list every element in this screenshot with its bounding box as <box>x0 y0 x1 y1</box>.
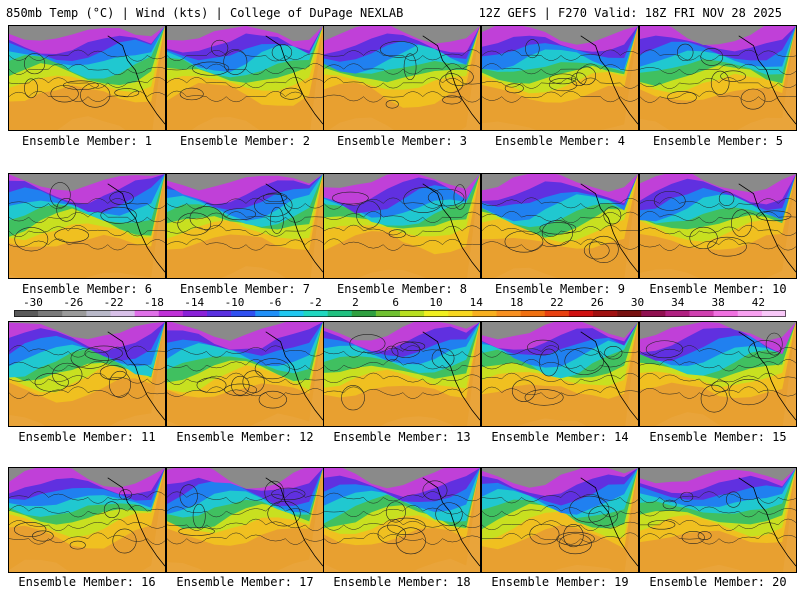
ensemble-member-label: Ensemble Member: 6 <box>21 282 153 296</box>
ensemble-member-map <box>481 25 639 131</box>
ensemble-member-map <box>323 467 481 573</box>
colorbar-tick-label: 18 <box>509 296 524 309</box>
header-title: 850mb Temp (°C) | Wind (kts) | College o… <box>6 6 404 20</box>
colorbar-swatch <box>448 310 473 317</box>
ensemble-member-label: Ensemble Member: 4 <box>494 134 626 148</box>
colorbar-swatch <box>689 310 714 317</box>
ensemble-member-map <box>481 467 639 573</box>
ensemble-member-label: Ensemble Member: 13 <box>333 430 471 444</box>
ensemble-member-label: Ensemble Member: 16 <box>18 575 156 589</box>
ensemble-member-label: Ensemble Member: 1 <box>21 134 153 148</box>
colorbar-tick-label: 34 <box>671 296 685 309</box>
colorbar-swatch <box>231 310 256 317</box>
colorbar-tick-label: -6 <box>268 296 282 309</box>
header-run-info: 12Z GEFS | F270 Valid: 18Z FRI NOV 28 20… <box>478 6 782 20</box>
colorbar-swatch <box>182 310 208 317</box>
colorbar-tick-label: -26 <box>63 296 84 309</box>
colorbar-swatch <box>38 310 63 317</box>
colorbar-swatch <box>207 310 232 317</box>
colorbar-swatch <box>641 310 666 317</box>
ensemble-member-label: Ensemble Member: 14 <box>491 430 629 444</box>
colorbar-swatch <box>327 310 353 317</box>
ensemble-member-map <box>166 173 324 279</box>
ensemble-member-map <box>8 467 166 573</box>
colorbar-swatch <box>158 310 184 317</box>
ensemble-member-map <box>8 321 166 427</box>
ensemble-member-label: Ensemble Member: 17 <box>176 575 314 589</box>
colorbar-tick-label: -2 <box>308 296 322 309</box>
colorbar-swatch <box>400 310 425 317</box>
colorbar-tick-label: 38 <box>711 296 725 309</box>
ensemble-member-map <box>323 25 481 131</box>
ensemble-member-map <box>639 25 797 131</box>
ensemble-member-map <box>639 467 797 573</box>
ensemble-member-label: Ensemble Member: 12 <box>176 430 314 444</box>
ensemble-member-map <box>323 173 481 279</box>
colorbar-tick-label: 26 <box>590 296 604 309</box>
ensemble-member-map <box>166 467 324 573</box>
ensemble-member-label: Ensemble Member: 11 <box>18 430 156 444</box>
colorbar-tick-label: 6 <box>392 296 399 309</box>
colorbar-tick-label: -18 <box>143 296 164 309</box>
ensemble-member-map <box>8 173 166 279</box>
ensemble-member-label: Ensemble Member: 8 <box>336 282 468 296</box>
ensemble-member-map <box>481 321 639 427</box>
colorbar-swatch <box>737 310 763 317</box>
colorbar-swatch <box>86 310 111 317</box>
ensemble-member-label: Ensemble Member: 18 <box>333 575 471 589</box>
colorbar-swatch <box>110 310 135 317</box>
colorbar-swatch <box>424 310 449 317</box>
ensemble-member-map <box>639 321 797 427</box>
ensemble-member-label: Ensemble Member: 5 <box>652 134 784 148</box>
colorbar-swatch <box>303 310 328 317</box>
colorbar-tick-label: 2 <box>352 296 359 309</box>
colorbar-labels: -30 -26 -22 -18 -14 -10 -6 -2 2 6 10 14 18 22 26 30 34 38… <box>0 296 800 310</box>
ensemble-member-label: Ensemble Member: 9 <box>494 282 626 296</box>
colorbar-swatch <box>665 310 690 317</box>
colorbar-tick-label: -14 <box>184 296 205 309</box>
ensemble-member-label: Ensemble Member: 20 <box>649 575 787 589</box>
colorbar-swatch <box>375 310 401 317</box>
colorbar-swatch <box>617 310 642 317</box>
colorbar-swatch <box>520 310 546 317</box>
colorbar-swatch <box>14 310 39 317</box>
ensemble-member-map <box>8 25 166 131</box>
colorbar-swatch <box>761 310 786 317</box>
colorbar-tick-label: 14 <box>469 296 483 309</box>
ensemble-member-map <box>639 173 797 279</box>
colorbar-swatch <box>279 310 304 317</box>
temperature-colorbar <box>14 310 786 317</box>
colorbar-swatch <box>255 310 280 317</box>
ensemble-member-label: Ensemble Member: 3 <box>336 134 468 148</box>
colorbar-tick-label: 10 <box>429 296 443 309</box>
colorbar-swatch <box>351 310 377 317</box>
colorbar-tick-label: -22 <box>103 296 124 309</box>
colorbar-tick-label: -10 <box>224 296 245 309</box>
colorbar-tick-label: 22 <box>550 296 564 309</box>
colorbar-swatch <box>472 310 497 317</box>
colorbar-tick-label: 42 <box>751 296 766 309</box>
ensemble-member-label: Ensemble Member: 10 <box>649 282 787 296</box>
colorbar-swatch <box>496 310 521 317</box>
colorbar-swatch <box>134 310 160 317</box>
colorbar-swatch <box>568 310 594 317</box>
ensemble-member-map <box>481 173 639 279</box>
ensemble-member-label: Ensemble Member: 15 <box>649 430 787 444</box>
ensemble-member-label: Ensemble Member: 2 <box>179 134 311 148</box>
colorbar-swatch <box>62 310 87 317</box>
ensemble-member-label: Ensemble Member: 19 <box>491 575 629 589</box>
ensemble-member-map <box>323 321 481 427</box>
ensemble-member-map <box>166 25 324 131</box>
colorbar-tick-label: 30 <box>630 296 645 309</box>
ensemble-member-map <box>166 321 324 427</box>
colorbar-tick-label: -30 <box>23 296 43 309</box>
colorbar-swatch <box>713 310 739 317</box>
colorbar-swatch <box>544 310 570 317</box>
ensemble-member-label: Ensemble Member: 7 <box>179 282 311 296</box>
colorbar-swatch <box>593 310 618 317</box>
